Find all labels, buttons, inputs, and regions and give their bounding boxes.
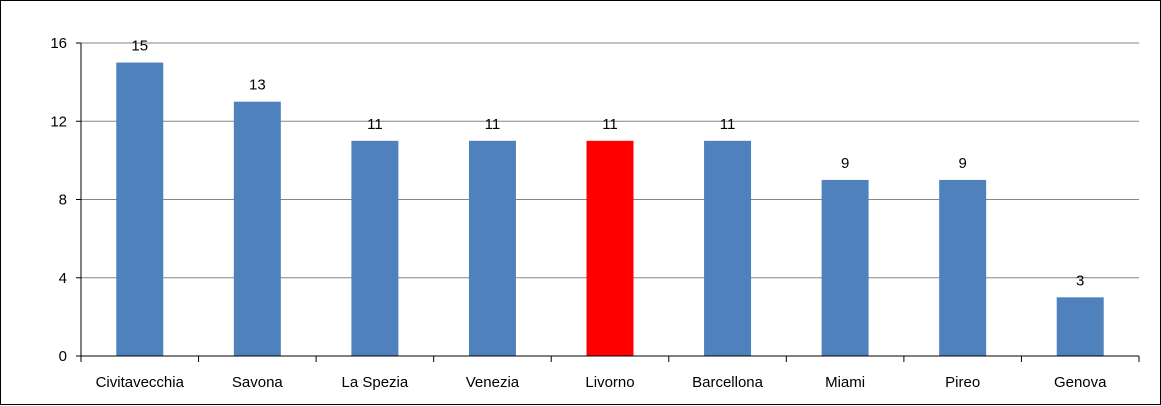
- y-tick-label-12: 12: [50, 113, 67, 130]
- x-tick-label-pireo: Pireo: [945, 374, 980, 391]
- data-label-venezia: 11: [485, 116, 501, 133]
- x-tick-label-genova: Genova: [1054, 374, 1107, 391]
- data-label-savona: 13: [249, 77, 266, 94]
- y-tick-label-16: 16: [50, 35, 67, 52]
- x-tick-label-venezia: Venezia: [466, 374, 520, 391]
- bar-civitavecchia: [116, 62, 164, 356]
- bar-venezia: [468, 140, 516, 356]
- bar-barcellona: [704, 140, 752, 356]
- x-tick-label-barcellona: Barcellona: [692, 374, 764, 391]
- data-label-miami: 9: [841, 155, 849, 172]
- bar-savona: [233, 101, 281, 356]
- y-tick-label-0: 0: [59, 348, 67, 365]
- bar-miami: [821, 179, 869, 356]
- bar-genova: [1056, 297, 1104, 356]
- data-label-barcellona: 11: [720, 116, 736, 133]
- bar-livorno: [586, 140, 634, 356]
- x-tick-label-miami: Miami: [825, 374, 865, 391]
- data-label-pireo: 9: [958, 155, 966, 172]
- data-label-civitavecchia: 15: [131, 38, 148, 55]
- bar-la-spezia: [351, 140, 399, 356]
- data-label-la-spezia: 11: [367, 116, 383, 133]
- data-label-genova: 3: [1076, 272, 1084, 289]
- y-tick-label-8: 8: [59, 192, 67, 209]
- bar-pireo: [939, 179, 987, 356]
- x-tick-label-civitavecchia: Civitavecchia: [96, 374, 185, 391]
- x-tick-label-la-spezia: La Spezia: [342, 374, 409, 391]
- x-tick-label-savona: Savona: [232, 374, 284, 391]
- x-tick-label-livorno: Livorno: [585, 374, 634, 391]
- y-tick-label-4: 4: [59, 270, 67, 287]
- data-label-livorno: 11: [602, 116, 618, 133]
